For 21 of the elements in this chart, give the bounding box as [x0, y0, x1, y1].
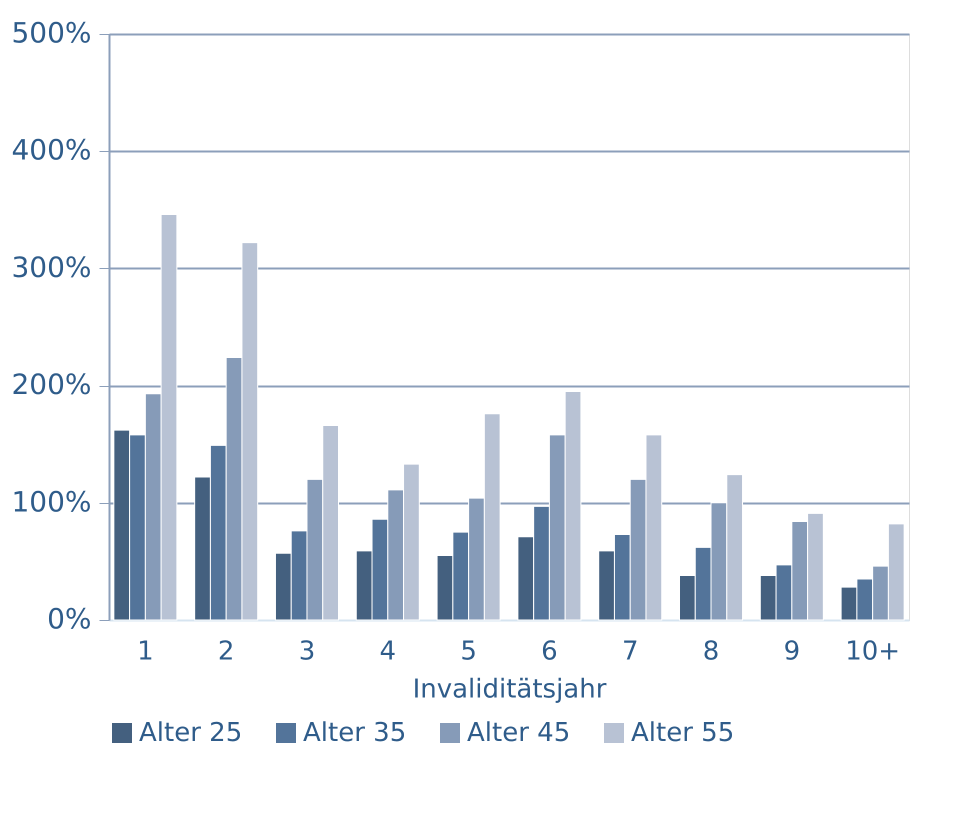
y-tick-label: 100% — [11, 485, 92, 518]
x-tick-label: 2 — [218, 636, 234, 666]
y-tick-label: 500% — [11, 16, 92, 50]
x-tick-label: 8 — [702, 636, 720, 666]
legend-label: Alter 55 — [631, 718, 734, 748]
x-tick-label: 6 — [541, 636, 558, 666]
x-tick-label: 1 — [137, 636, 154, 666]
y-tick-label: 300% — [11, 250, 92, 284]
y-tick-label: 0% — [47, 602, 92, 636]
legend-label: Alter 25 — [139, 718, 242, 748]
x-tick-label: 5 — [460, 636, 477, 666]
y-tick-label: 200% — [11, 368, 92, 402]
x-tick-label: 7 — [622, 636, 638, 666]
legend-label: Alter 35 — [303, 718, 406, 748]
x-tick-label: 4 — [380, 636, 396, 666]
x-tick-label: 10+ — [845, 636, 900, 666]
x-tick-label: 9 — [784, 636, 800, 666]
legend-label: Alter 45 — [467, 718, 570, 748]
y-tick-label: 400% — [11, 134, 92, 167]
x-tick-label: 3 — [298, 636, 316, 666]
x-axis-title: Invaliditätsjahr — [412, 674, 607, 704]
